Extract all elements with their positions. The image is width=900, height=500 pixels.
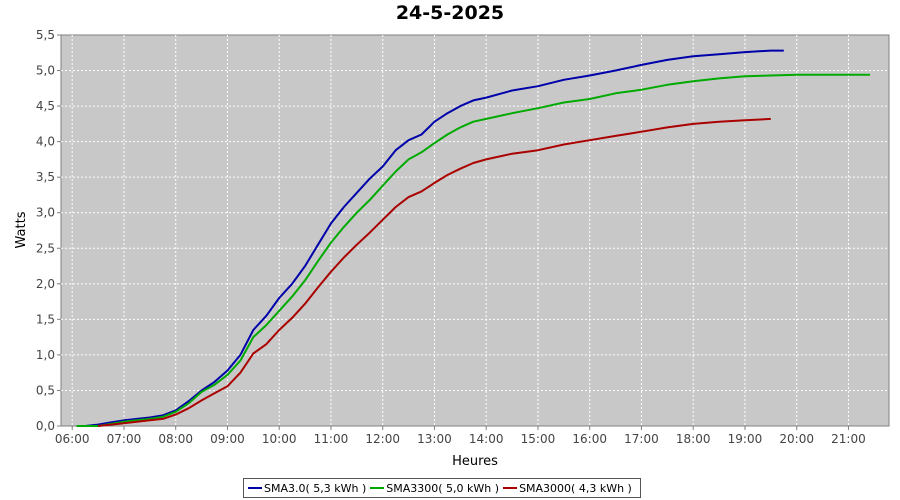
legend-swatch <box>370 487 385 489</box>
x-tick-label: 20:00 <box>779 432 814 446</box>
x-tick-label: 10:00 <box>262 432 297 446</box>
x-tick-label: 17:00 <box>624 432 659 446</box>
x-tick-label: 08:00 <box>158 432 193 446</box>
series-lines <box>76 49 870 427</box>
x-tick-label: 06:00 <box>55 432 90 446</box>
legend: SMA3.0( 5,3 kWh ) SMA3300( 5,0 kWh ) SMA30… <box>243 478 641 498</box>
y-tick-label: 5,5 <box>36 28 55 42</box>
legend-label: SMA3.0( 5,3 kWh ) <box>264 481 367 495</box>
legend-label: SMA3000( 4,3 kWh ) <box>519 481 632 495</box>
series-line-3 <box>97 117 771 427</box>
y-axis-label: Watts <box>14 211 29 248</box>
legend-item-3: SMA3000( 4,3 kWh ) <box>503 482 632 495</box>
y-tick-label: 0,0 <box>36 419 55 433</box>
x-tick-label: 13:00 <box>417 432 452 446</box>
y-tick-label: 3,5 <box>36 170 55 184</box>
x-tick-label: 11:00 <box>314 432 349 446</box>
y-tick-label: 4,5 <box>36 99 55 113</box>
axes: 0,0 0,5 1,0 1,5 2,0 2,5 3,0 3,5 4,0 4,5 5,0 5,5 06:0… <box>36 28 866 446</box>
y-tick-label: 3,0 <box>36 206 55 220</box>
x-tick-label: 16:00 <box>572 432 607 446</box>
x-tick-label: 14:00 <box>469 432 504 446</box>
legend-label: SMA3300( 5,0 kWh ) <box>386 481 500 495</box>
y-tick-label: 2,5 <box>36 241 55 255</box>
legend-item-1: SMA3.0( 5,3 kWh ) <box>248 482 366 495</box>
y-tick-label: 5,0 <box>36 64 55 78</box>
y-tick-label: 4,0 <box>36 135 55 149</box>
series-line-2 <box>76 73 870 427</box>
x-tick-label: 07:00 <box>107 432 142 446</box>
x-tick-label: 09:00 <box>210 432 245 446</box>
grid-lines <box>61 35 889 426</box>
y-tick-label: 0,5 <box>36 383 55 397</box>
legend-swatch <box>503 487 518 489</box>
x-axis-label: Heures <box>452 454 498 469</box>
chart-title: 24-5-2025 <box>395 2 505 24</box>
x-tick-label: 18:00 <box>676 432 711 446</box>
x-tick-label: 12:00 <box>365 432 400 446</box>
plot-area <box>60 34 890 427</box>
y-tick-label: 2,0 <box>36 277 55 291</box>
x-tick-label: 15:00 <box>521 432 556 446</box>
x-tick-label: 21:00 <box>831 432 866 446</box>
legend-swatch <box>248 487 262 489</box>
x-tick-label: 19:00 <box>728 432 763 446</box>
legend-item-2: SMA3300( 5,0 kWh ) <box>370 482 499 495</box>
series-line-1 <box>85 49 784 427</box>
y-tick-label: 1,5 <box>36 312 55 326</box>
y-tick-label: 1,0 <box>36 348 55 362</box>
